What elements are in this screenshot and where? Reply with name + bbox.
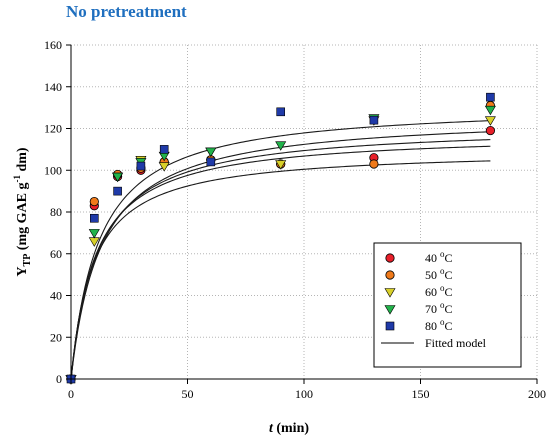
data-point [88,229,100,239]
y-axis-label: YTP (mg GAE g-1 dm) [12,147,33,277]
fitted-curve [70,145,491,380]
data-point [90,213,99,223]
data-point [484,116,496,126]
x-axis-label: t (min) [269,421,309,436]
data-point [275,141,287,151]
x-tick-label: 50 [182,387,194,401]
data-point [369,115,379,125]
y-tick-label: 140 [44,80,62,94]
legend-marker [384,305,396,315]
legend-marker [385,321,395,331]
legend-label: 80 oC [425,317,453,333]
legend-label: 60 oC [425,283,453,299]
legend-label: 50 oC [425,266,453,282]
y-tick-label: 0 [56,372,62,386]
data-point [276,107,286,117]
fitted-curve [70,120,491,380]
data-point [275,160,287,170]
data-point [89,196,99,207]
y-tick-label: 120 [44,122,62,136]
data-point [369,159,379,169]
data-point [484,105,496,116]
legend-box [373,242,522,368]
data-point [159,145,169,154]
y-tick-label: 60 [50,247,62,261]
data-point [112,172,124,183]
fitted-curves [70,120,491,380]
y-tick-label: 40 [50,289,62,303]
y-tick-label: 160 [44,38,62,52]
legend-marker [385,253,395,263]
fitted-curve [70,139,491,380]
y-tick-label: 80 [50,205,62,219]
chart-title: No pretreatment [66,2,187,21]
legend-fit-label: Fitted model [425,336,487,350]
y-tick-label: 20 [50,330,62,344]
data-point [113,186,122,196]
legend-label: 40 oC [425,249,453,265]
legend-label: 70 oC [425,300,453,316]
data-point [206,157,216,167]
data-point [486,92,495,102]
tick-labels: 0 50 100 150 200 0 20 40 60 80 100 120 140 160 [44,38,546,401]
x-tick-label: 150 [412,387,430,401]
fitted-curve [70,160,491,380]
data-point [158,162,170,172]
data-point [136,161,146,171]
legend-marker [385,270,395,280]
data-point [205,147,217,158]
legend-marker [384,288,396,298]
data-point [485,125,495,136]
y-tick-label: 100 [44,163,62,177]
x-tick-label: 100 [295,387,313,401]
axes [66,44,538,384]
x-tick-label: 0 [68,387,74,401]
x-tick-label: 200 [528,387,546,401]
